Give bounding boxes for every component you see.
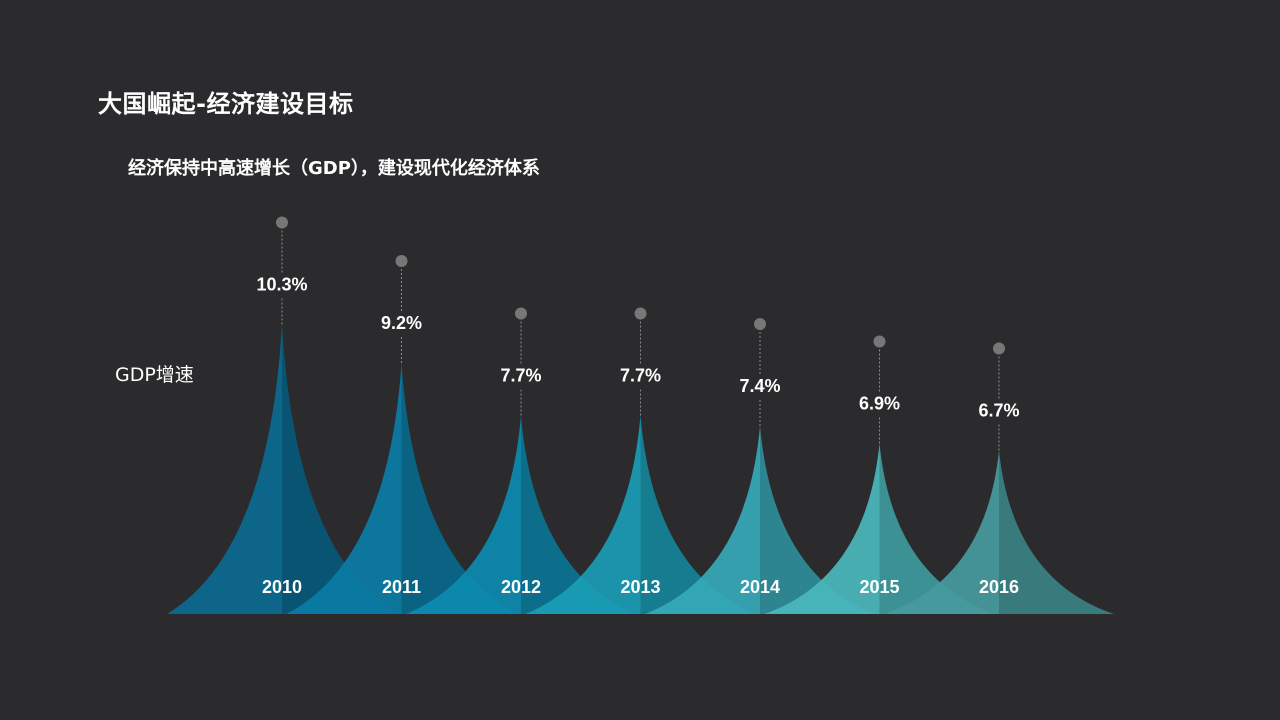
peak-shade-2010 [282,324,397,614]
year-label: 2016 [979,577,1019,597]
chart-y-axis-label: GDP增速 [115,364,194,386]
peak-bar-2012 [406,415,636,614]
peak-bar-2016 [884,450,1114,614]
marker-dot [993,342,1005,355]
marker-dot [873,335,886,348]
value-label-bg [965,398,1033,423]
peak-bar-2013 [525,415,756,614]
value-label: 9.2% [381,313,422,333]
peak-bar-2010 [167,324,397,614]
peak-bar-2014 [645,426,875,614]
page-title: 大国崛起-经济建设目标 [98,90,354,118]
peak-shade-2011 [401,363,517,614]
year-label: 2012 [501,577,541,597]
value-label-bg [367,311,436,335]
marker-dot [515,307,527,320]
page-subtitle: 经济保持中高速增长（GDP），建设现代化经济体系 [128,158,540,179]
year-label: 2014 [740,577,780,597]
value-label-bg [726,374,794,398]
peak-shade-2014 [760,426,875,614]
value-label: 7.7% [500,366,541,386]
value-label-bg [845,391,914,416]
value-label: 7.4% [739,376,780,396]
peak-shade-2013 [640,415,756,614]
year-label: 2015 [859,577,899,597]
peak-bar-2015 [764,443,995,614]
marker-dot [634,307,647,320]
peak-shade-2015 [879,443,995,614]
year-label: 2010 [262,577,302,597]
value-label-bg [248,272,316,297]
value-label: 10.3% [256,275,307,295]
marker-dot [276,216,288,229]
value-label: 7.7% [620,366,661,386]
peak-bar-2011 [286,363,517,614]
marker-dot [395,255,408,267]
marker-dot [754,318,766,330]
value-label-bg [606,363,675,388]
value-label: 6.7% [978,401,1019,421]
value-label: 6.9% [859,394,900,414]
year-label: 2013 [620,577,660,597]
peak-shade-2012 [521,415,636,614]
peak-shade-2016 [999,450,1114,614]
year-label: 2011 [382,577,421,597]
value-label-bg [487,363,555,388]
